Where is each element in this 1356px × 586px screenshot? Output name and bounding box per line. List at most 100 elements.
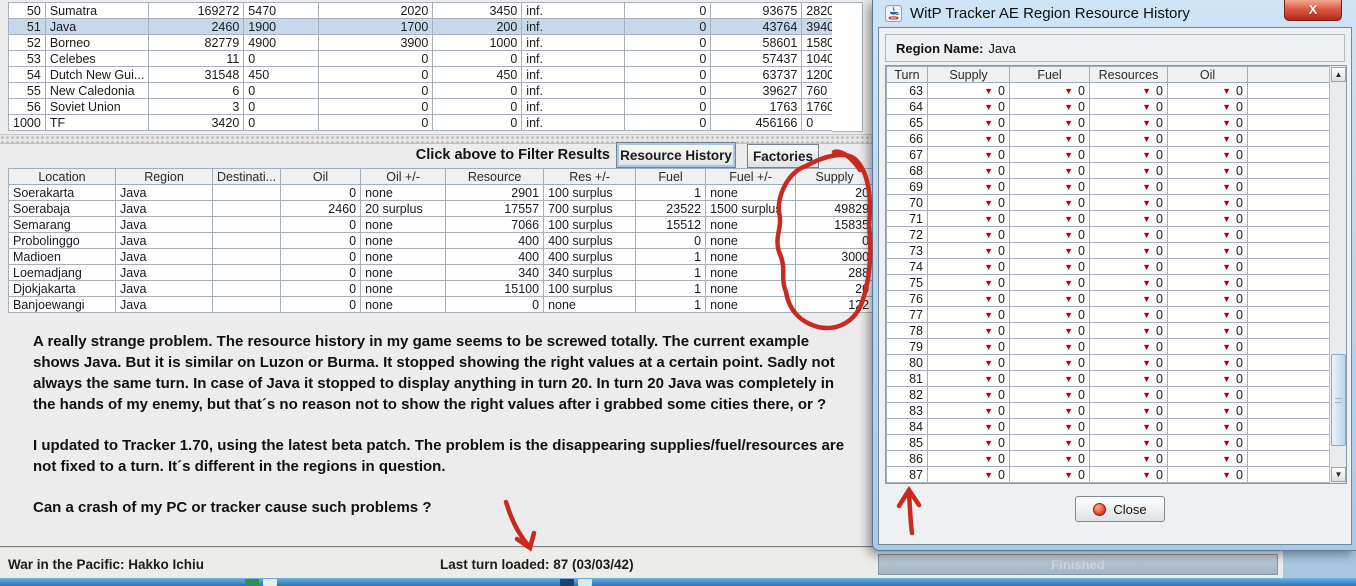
history-value: 0 [1236, 323, 1243, 338]
scroll-down-icon[interactable]: ▼ [1331, 467, 1346, 482]
column-header[interactable]: Region [115, 168, 213, 185]
region-cell: 63737 [710, 66, 803, 83]
split-divider[interactable] [0, 134, 877, 144]
history-row[interactable]: 75 ▼ 0 ▼ 0 ▼ 0 ▼ 0 [886, 274, 1332, 291]
location-row[interactable]: Semarang Java 0 none 7066 100 surplus 15512 non… [8, 216, 875, 233]
history-row[interactable]: 64 ▼ 0 ▼ 0 ▼ 0 ▼ 0 [886, 98, 1332, 115]
history-row[interactable]: 87 ▼ 0 ▼ 0 ▼ 0 ▼ 0 [886, 466, 1332, 483]
column-header-supply[interactable]: Supply [927, 66, 1010, 83]
decrease-icon: ▼ [1064, 421, 1074, 432]
taskbar-app-icon[interactable] [560, 579, 574, 586]
column-header[interactable]: Fuel +/- [705, 168, 797, 185]
region-row[interactable]: 51 Java 2460 1900 1700 200 inf. 0 43764 3940 [8, 18, 845, 35]
location-row[interactable]: Probolinggo Java 0 none 400 400 surplus 0 none 0 [8, 232, 875, 249]
history-row[interactable]: 68 ▼ 0 ▼ 0 ▼ 0 ▼ 0 [886, 162, 1332, 179]
region-cell: 0 [624, 98, 712, 115]
column-header[interactable]: Location [8, 168, 116, 185]
turn-cell: 78 [886, 322, 928, 339]
column-header[interactable]: Oil [280, 168, 362, 185]
region-row[interactable]: 55 New Caledonia 6 0 0 0 inf. 0 39627 760 [8, 82, 845, 99]
location-row[interactable]: Loemadjang Java 0 none 340 340 surplus 1 none 28… [8, 264, 875, 281]
region-cell: 0 [243, 50, 320, 67]
history-row[interactable]: 77 ▼ 0 ▼ 0 ▼ 0 ▼ 0 [886, 306, 1332, 323]
history-row[interactable]: 69 ▼ 0 ▼ 0 ▼ 0 ▼ 0 [886, 178, 1332, 195]
location-row[interactable]: Djokjakarta Java 0 none 15100 100 surplus 1 non… [8, 280, 875, 297]
java-icon [885, 5, 902, 22]
region-row[interactable]: 53 Celebes 11 0 0 0 inf. 0 57437 1040 [8, 50, 845, 67]
history-value-cell: ▼ 0 [927, 82, 1010, 99]
column-header[interactable]: Fuel [635, 168, 707, 185]
history-row[interactable]: 63 ▼ 0 ▼ 0 ▼ 0 ▼ 0 [886, 82, 1332, 99]
column-header[interactable]: Oil +/- [360, 168, 447, 185]
history-row[interactable]: 65 ▼ 0 ▼ 0 ▼ 0 ▼ 0 [886, 114, 1332, 131]
history-row[interactable]: 74 ▼ 0 ▼ 0 ▼ 0 ▼ 0 [886, 258, 1332, 275]
close-button-label: Close [1113, 501, 1147, 517]
location-cell [211, 296, 282, 313]
location-row[interactable]: Soerabaja Java 2460 20 surplus 17557 700 surp… [8, 200, 875, 217]
history-value: 0 [1236, 275, 1243, 290]
location-row[interactable]: Madioen Java 0 none 400 400 surplus 1 none 3000 [8, 248, 875, 265]
history-row[interactable]: 82 ▼ 0 ▼ 0 ▼ 0 ▼ 0 [886, 386, 1332, 403]
column-header[interactable]: Supply [795, 168, 875, 185]
history-row[interactable]: 66 ▼ 0 ▼ 0 ▼ 0 ▼ 0 [886, 130, 1332, 147]
column-header[interactable]: Res +/- [543, 168, 637, 185]
history-value: 0 [1236, 403, 1243, 418]
dialog-titlebar[interactable]: WitP Tracker AE Region Resource History [873, 0, 1356, 27]
column-header-oil[interactable]: Oil [1167, 66, 1248, 83]
column-header-turn[interactable]: Turn [886, 66, 928, 83]
region-row[interactable]: 52 Borneo 82779 4900 3900 1000 inf. 0 58601 1580 [8, 34, 845, 51]
close-button[interactable]: Close [1075, 496, 1165, 522]
region-row[interactable]: 54 Dutch New Gui... 31548 450 0 450 inf. 0 63737… [8, 66, 845, 83]
taskbar-app-icon[interactable] [263, 579, 277, 586]
column-header[interactable]: Resource [445, 168, 545, 185]
scrollbar-thumb[interactable] [1331, 354, 1346, 446]
history-row[interactable]: 85 ▼ 0 ▼ 0 ▼ 0 ▼ 0 [886, 434, 1332, 451]
location-cell: 100 surplus [543, 184, 637, 201]
dialog-close-x-button[interactable]: X [1284, 0, 1342, 21]
vertical-scrollbar[interactable]: ▲ ▼ [1329, 66, 1346, 483]
history-row[interactable]: 76 ▼ 0 ▼ 0 ▼ 0 ▼ 0 [886, 290, 1332, 307]
history-row[interactable]: 84 ▼ 0 ▼ 0 ▼ 0 ▼ 0 [886, 418, 1332, 435]
scroll-up-icon[interactable]: ▲ [1331, 67, 1346, 82]
decrease-icon: ▼ [984, 197, 994, 208]
history-row[interactable]: 70 ▼ 0 ▼ 0 ▼ 0 ▼ 0 [886, 194, 1332, 211]
location-cell: Banjoewangi [8, 296, 116, 313]
history-value: 0 [1236, 211, 1243, 226]
decrease-icon: ▼ [1222, 309, 1232, 320]
decrease-icon: ▼ [984, 437, 994, 448]
history-row[interactable]: 81 ▼ 0 ▼ 0 ▼ 0 ▼ 0 [886, 370, 1332, 387]
history-row[interactable]: 83 ▼ 0 ▼ 0 ▼ 0 ▼ 0 [886, 402, 1332, 419]
decrease-icon: ▼ [1222, 357, 1232, 368]
location-table-head: Location Region Destinati... Oil Oil +/- Reso… [8, 168, 875, 185]
region-row[interactable]: 50 Sumatra 169272 5470 2020 3450 inf. 0 93675 282… [8, 2, 845, 19]
history-row[interactable]: 67 ▼ 0 ▼ 0 ▼ 0 ▼ 0 [886, 146, 1332, 163]
region-cell: Java [44, 18, 150, 35]
turn-cell: 71 [886, 210, 928, 227]
history-row[interactable]: 71 ▼ 0 ▼ 0 ▼ 0 ▼ 0 [886, 210, 1332, 227]
column-header-resources[interactable]: Resources [1089, 66, 1168, 83]
taskbar-app-icon[interactable] [245, 579, 259, 586]
progress-bar: Finished [878, 554, 1278, 575]
column-header-fuel[interactable]: Fuel [1009, 66, 1090, 83]
history-row[interactable]: 72 ▼ 0 ▼ 0 ▼ 0 ▼ 0 [886, 226, 1332, 243]
history-row[interactable]: 78 ▼ 0 ▼ 0 ▼ 0 ▼ 0 [886, 322, 1332, 339]
history-row[interactable]: 79 ▼ 0 ▼ 0 ▼ 0 ▼ 0 [886, 338, 1332, 355]
history-row[interactable]: 73 ▼ 0 ▼ 0 ▼ 0 ▼ 0 [886, 242, 1332, 259]
location-cell: none [360, 184, 447, 201]
history-row[interactable]: 80 ▼ 0 ▼ 0 ▼ 0 ▼ 0 [886, 354, 1332, 371]
location-row[interactable]: Soerakarta Java 0 none 2901 100 surplus 1 none 2… [8, 184, 875, 201]
history-value-cell: ▼ 0 [1009, 322, 1090, 339]
column-header[interactable]: Destinati... [211, 168, 282, 185]
tab-resource-history[interactable]: Resource History [616, 142, 736, 168]
region-cell: 456166 [710, 114, 803, 131]
taskbar-app-icon[interactable] [578, 579, 592, 586]
dialog-content: Region Name: Java Turn Supply Fuel Resou… [878, 27, 1352, 545]
windows-taskbar[interactable] [0, 578, 1356, 586]
location-cell: 2460 [280, 200, 362, 217]
region-row[interactable]: 1000 TF 3420 0 0 0 inf. 0 456166 0 [8, 114, 845, 131]
region-row[interactable]: 56 Soviet Union 3 0 0 0 inf. 0 1763 1760 [8, 98, 845, 115]
history-row[interactable]: 86 ▼ 0 ▼ 0 ▼ 0 ▼ 0 [886, 450, 1332, 467]
history-value-cell: ▼ 0 [1089, 370, 1168, 387]
tab-factories[interactable]: Factories [747, 144, 819, 168]
location-row[interactable]: Banjoewangi Java 0 none 0 none 1 none 122 [8, 296, 875, 313]
